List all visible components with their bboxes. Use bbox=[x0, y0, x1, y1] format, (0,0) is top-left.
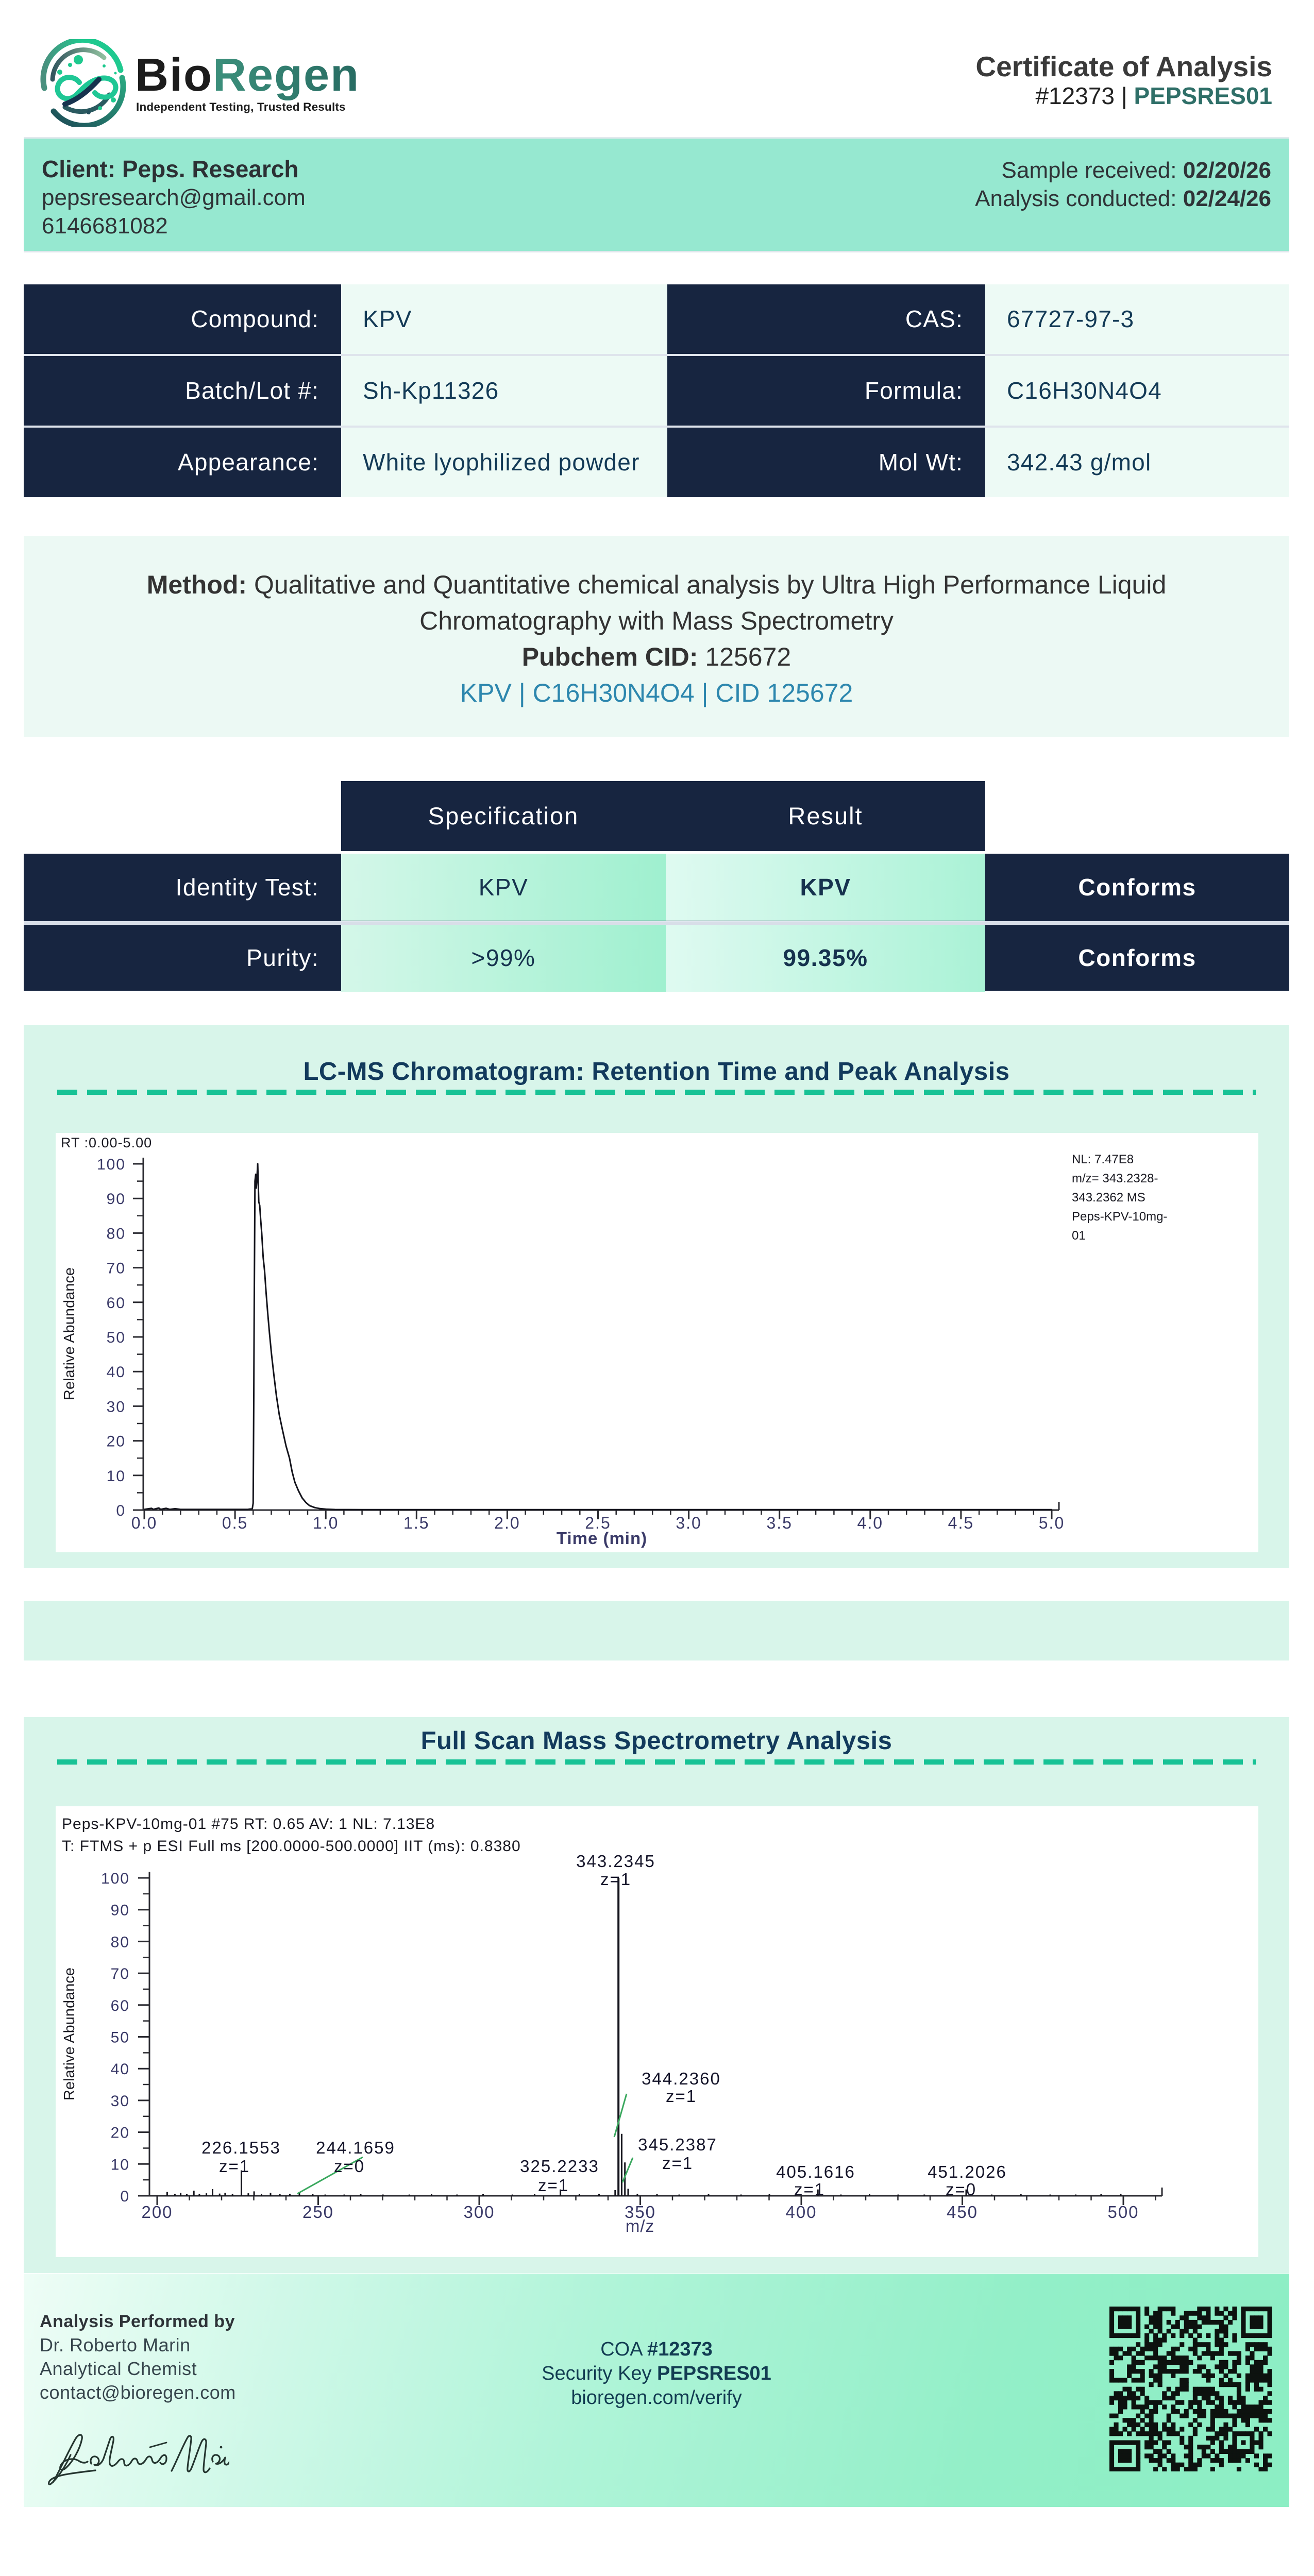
svg-text:244.1659: 244.1659 bbox=[316, 2138, 395, 2157]
svg-text:20: 20 bbox=[111, 2125, 130, 2142]
svg-text:20: 20 bbox=[107, 1433, 126, 1450]
svg-text:Peps-KPV-10mg-: Peps-KPV-10mg- bbox=[1072, 1210, 1167, 1224]
svg-text:451.2026: 451.2026 bbox=[928, 2162, 1007, 2181]
svg-text:10: 10 bbox=[111, 2156, 130, 2173]
svg-text:2.0: 2.0 bbox=[494, 1514, 520, 1532]
svg-text:z=1: z=1 bbox=[538, 2176, 569, 2195]
svg-text:10: 10 bbox=[107, 1468, 126, 1485]
svg-text:3.5: 3.5 bbox=[766, 1514, 792, 1532]
svg-text:70: 70 bbox=[107, 1260, 126, 1277]
svg-text:90: 90 bbox=[107, 1191, 126, 1208]
svg-text:30: 30 bbox=[111, 2093, 130, 2110]
svg-text:Peps-KPV-10mg-01 #75 RT: 0.65: Peps-KPV-10mg-01 #75 RT: 0.65 AV: 1 NL: … bbox=[62, 1816, 435, 1833]
svg-text:100: 100 bbox=[101, 1870, 130, 1887]
svg-text:m/z= 343.2328-: m/z= 343.2328- bbox=[1072, 1172, 1158, 1185]
svg-text:30: 30 bbox=[107, 1398, 126, 1415]
svg-text:0: 0 bbox=[116, 1502, 126, 1519]
svg-text:50: 50 bbox=[107, 1329, 126, 1346]
svg-text:Relative Abundance: Relative Abundance bbox=[61, 1968, 78, 2100]
svg-text:5.0: 5.0 bbox=[1039, 1514, 1065, 1532]
svg-text:40: 40 bbox=[107, 1364, 126, 1381]
svg-text:60: 60 bbox=[107, 1295, 126, 1312]
svg-text:80: 80 bbox=[111, 1934, 130, 1951]
svg-text:350: 350 bbox=[625, 2202, 656, 2222]
svg-text:01: 01 bbox=[1072, 1229, 1086, 1243]
svg-text:1.0: 1.0 bbox=[313, 1514, 339, 1532]
svg-text:RT :0.00-5.00: RT :0.00-5.00 bbox=[61, 1135, 152, 1150]
svg-text:4.0: 4.0 bbox=[857, 1514, 883, 1532]
svg-text:1.5: 1.5 bbox=[403, 1514, 429, 1532]
svg-text:0.0: 0.0 bbox=[131, 1514, 157, 1532]
svg-text:80: 80 bbox=[107, 1225, 126, 1242]
svg-text:343.2345: 343.2345 bbox=[576, 1852, 655, 1871]
svg-text:BioRegen: BioRegen bbox=[135, 49, 360, 101]
svg-text:40: 40 bbox=[111, 2061, 130, 2078]
svg-text:T: FTMS + p ESI Full ms [200.0: T: FTMS + p ESI Full ms [200.0000-500.00… bbox=[62, 1838, 521, 1855]
svg-text:z=1: z=1 bbox=[219, 2157, 250, 2176]
svg-text:3.0: 3.0 bbox=[676, 1514, 701, 1532]
svg-text:z=0: z=0 bbox=[334, 2157, 365, 2176]
svg-text:200: 200 bbox=[141, 2202, 173, 2222]
svg-text:m/z: m/z bbox=[626, 2216, 654, 2235]
svg-text:Relative Abundance: Relative Abundance bbox=[61, 1267, 78, 1400]
svg-text:z=1: z=1 bbox=[600, 1870, 631, 1889]
svg-text:345.2387: 345.2387 bbox=[638, 2135, 717, 2154]
svg-text:50: 50 bbox=[111, 2029, 130, 2046]
svg-text:z=0: z=0 bbox=[946, 2180, 976, 2199]
svg-text:400: 400 bbox=[785, 2202, 817, 2222]
svg-text:z=1: z=1 bbox=[794, 2180, 825, 2199]
svg-text:NL: 7.47E8: NL: 7.47E8 bbox=[1072, 1153, 1134, 1166]
svg-text:500: 500 bbox=[1107, 2202, 1139, 2222]
svg-text:300: 300 bbox=[463, 2202, 495, 2222]
svg-text:405.1616: 405.1616 bbox=[776, 2162, 855, 2181]
svg-text:0.5: 0.5 bbox=[222, 1514, 248, 1532]
svg-text:0: 0 bbox=[120, 2188, 130, 2205]
svg-text:z=1: z=1 bbox=[662, 2154, 693, 2173]
svg-text:2.5: 2.5 bbox=[585, 1514, 611, 1532]
svg-text:90: 90 bbox=[111, 1902, 130, 1919]
svg-text:Independent Testing, Trusted R: Independent Testing, Trusted Results bbox=[136, 100, 346, 113]
svg-text:100: 100 bbox=[97, 1156, 126, 1173]
svg-text:Time (min): Time (min) bbox=[557, 1529, 647, 1548]
svg-text:450: 450 bbox=[947, 2202, 978, 2222]
svg-text:325.2233: 325.2233 bbox=[520, 2157, 599, 2176]
svg-text:60: 60 bbox=[111, 1997, 130, 2014]
svg-text:250: 250 bbox=[302, 2202, 334, 2222]
svg-text:344.2360: 344.2360 bbox=[642, 2069, 721, 2088]
svg-text:4.5: 4.5 bbox=[948, 1514, 974, 1532]
svg-text:226.1553: 226.1553 bbox=[201, 2138, 281, 2157]
svg-text:70: 70 bbox=[111, 1965, 130, 1982]
svg-text:z=1: z=1 bbox=[666, 2087, 697, 2106]
svg-text:343.2362 MS: 343.2362 MS bbox=[1072, 1191, 1145, 1205]
